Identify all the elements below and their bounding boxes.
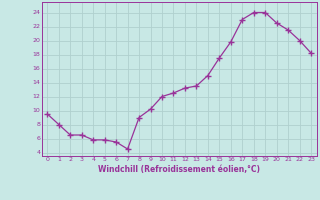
X-axis label: Windchill (Refroidissement éolien,°C): Windchill (Refroidissement éolien,°C) xyxy=(98,165,260,174)
